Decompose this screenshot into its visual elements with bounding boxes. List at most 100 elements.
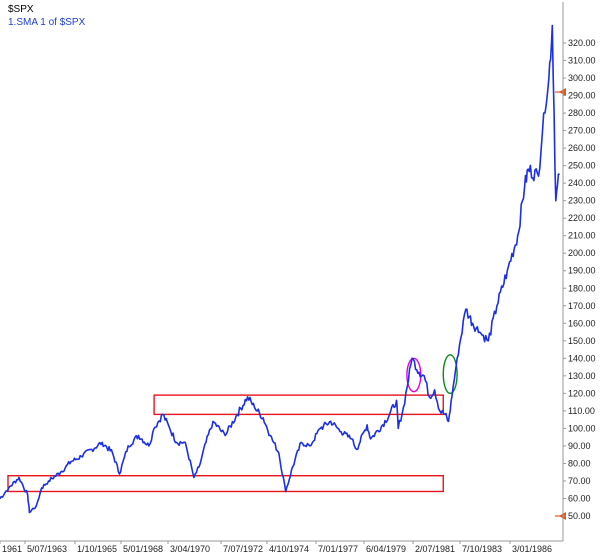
series-point — [118, 473, 121, 475]
y-tick-label: 160.00 — [568, 318, 596, 328]
series-point — [330, 420, 332, 422]
series-point — [80, 455, 82, 458]
series-point — [0, 497, 1, 500]
series-point — [162, 413, 164, 415]
series-point — [205, 441, 207, 444]
y-tick-label: 100.00 — [568, 423, 596, 433]
y-tick-label: 60.00 — [568, 493, 591, 503]
series-point — [388, 413, 391, 415]
series-point — [278, 452, 280, 454]
y-tick-label: 270.00 — [568, 126, 596, 136]
axis-layer: 50.00 60.00 70.00 80.00 90.00 100.00 110.00 120… — [0, 2, 596, 554]
x-tick-label: 2/07/1981 — [415, 544, 455, 554]
y-tick-label: 190.00 — [568, 266, 596, 276]
series-layer — [0, 24, 560, 514]
x-tick-label: 5/01/1968 — [123, 544, 163, 554]
x-tick-label: 1/10/1965 — [77, 544, 117, 554]
series-point — [35, 504, 37, 507]
series-point — [193, 476, 195, 479]
series-point — [447, 420, 450, 422]
series-point — [524, 186, 526, 188]
series-point — [148, 445, 150, 447]
series-point — [428, 396, 431, 398]
y-tick-label: 140.00 — [568, 353, 596, 363]
series-point — [434, 389, 436, 391]
series-point — [28, 511, 31, 514]
annotation-layer — [7, 88, 566, 520]
series-point — [198, 466, 200, 468]
series-point — [558, 173, 560, 175]
magenta-highlight-circle — [406, 357, 422, 393]
series-point — [176, 441, 178, 444]
series-point — [456, 357, 458, 359]
series-point — [402, 406, 405, 408]
support-resistance-box — [153, 394, 444, 416]
y-tick-label: 180.00 — [568, 283, 596, 293]
x-tick-label: 7/10/1983 — [462, 544, 502, 554]
series-point — [262, 417, 264, 419]
y-tick-label: 50.00 — [568, 511, 591, 521]
y-tick-label: 320.00 — [568, 38, 596, 48]
series-point — [382, 424, 384, 426]
x-tick-label: 6/04/1979 — [366, 544, 406, 554]
series-point — [101, 441, 103, 444]
series-point — [527, 168, 529, 170]
support-resistance-box — [7, 475, 444, 493]
series-point — [411, 357, 413, 359]
series-point — [184, 441, 186, 444]
x-tick-label: 1961 — [2, 544, 22, 554]
y-tick-label: 90.00 — [568, 441, 591, 451]
series-point — [366, 424, 368, 426]
series-point — [395, 399, 398, 401]
series-point — [60, 471, 62, 473]
series-point — [537, 175, 540, 177]
series-point — [397, 427, 399, 430]
y-tick-label: 260.00 — [568, 143, 596, 153]
series-point — [517, 235, 519, 237]
chart-symbol-label: $SPX — [8, 4, 34, 15]
x-tick-label: 3/01/1986 — [512, 544, 552, 554]
series-point — [111, 452, 114, 454]
series-point — [548, 77, 550, 79]
y-tick-label: 120.00 — [568, 388, 596, 398]
y-tick-label: 150.00 — [568, 336, 596, 346]
y-tick-label: 250.00 — [568, 161, 596, 171]
series-point — [309, 445, 311, 447]
series-point — [555, 200, 557, 202]
indicator-legend-label: 1.SMA 1 of $SPX — [8, 17, 86, 28]
y-tick-label: 290.00 — [568, 91, 596, 101]
y-tick-label: 80.00 — [568, 458, 591, 468]
series-point — [350, 438, 353, 440]
series-point — [319, 427, 321, 430]
y-tick-label: 130.00 — [568, 371, 596, 381]
series-point — [551, 24, 553, 27]
series-point — [340, 431, 342, 433]
x-tick-label: 4/10/1974 — [269, 544, 309, 554]
series-point — [212, 420, 214, 422]
series-point — [40, 487, 43, 489]
series-point — [285, 490, 287, 493]
series-point — [472, 322, 474, 324]
series-point — [439, 410, 441, 412]
series-point — [253, 406, 256, 408]
series-point — [8, 487, 10, 489]
y-tick-label: 310.00 — [568, 56, 596, 66]
spx-price-line — [0, 24, 560, 514]
x-tick-label: 3/04/1970 — [170, 544, 210, 554]
series-point — [91, 448, 93, 451]
series-point — [18, 476, 20, 479]
series-point — [506, 270, 508, 272]
series-point — [423, 375, 425, 377]
y-tick-label: 200.00 — [568, 248, 596, 258]
series-point — [451, 396, 453, 398]
series-point — [487, 340, 489, 342]
y-tick-label: 170.00 — [568, 301, 596, 311]
x-tick-label: 7/07/1972 — [223, 544, 263, 554]
green-highlight-circle — [442, 354, 458, 395]
y-tick-label: 230.00 — [568, 196, 596, 206]
y-tick-label: 220.00 — [568, 213, 596, 223]
x-tick-label: 5/07/1963 — [27, 544, 67, 554]
series-point — [479, 331, 481, 333]
series-point — [543, 112, 545, 114]
